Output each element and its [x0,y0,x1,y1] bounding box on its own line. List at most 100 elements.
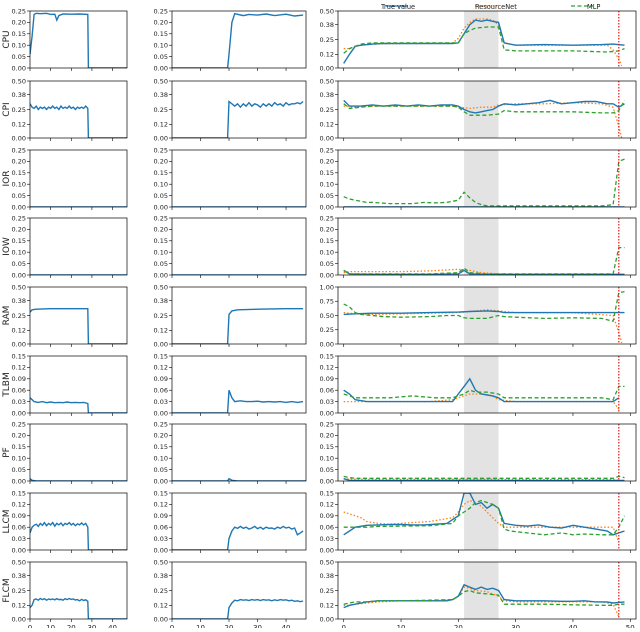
series-true-value [172,389,304,413]
axes-frame [29,149,128,208]
y-axis-label: LLCM [2,509,12,533]
subplot-cpu-1: 0.00 0.05 0.10 0.15 0.20 0.25 [12,7,128,72]
series-true-value [343,478,625,481]
subplot-llcm-2: 0.00 0.03 0.06 0.09 0.12 0.15 [154,489,307,554]
y-tick-label: 0.25 [320,36,334,44]
axes-frame [171,355,307,414]
axes-frame [171,217,307,276]
y-axis-label: IOR [2,171,12,187]
y-tick-label: 0.50 [320,7,334,15]
x-tick-label: 30 [87,624,96,628]
y-axis-label: PF [2,447,12,458]
series-true-value [30,521,127,550]
x-tick-label: 0 [341,624,345,628]
y-tick-label: 0.05 [320,192,334,200]
y-tick-label: 0.12 [320,602,334,610]
series-true-value [30,103,127,138]
y-tick-label: 0.20 [12,19,26,27]
y-tick-label: 0.20 [12,432,26,440]
y-tick-label: 0.00 [320,477,334,485]
y-tick-label: 0.06 [154,524,168,532]
y-tick-label: 0.10 [12,455,26,463]
y-axis-label: RAM [2,306,12,326]
series-true-value [30,597,127,619]
y-tick-label: 0.00 [12,271,26,279]
y-tick-label: 0.15 [320,489,334,497]
y-tick-label: 0.15 [320,352,334,360]
series-true-value [30,308,127,344]
y-tick-label: 0.25 [12,106,26,114]
series-resourcenet [343,309,623,344]
y-tick-label: 0.10 [320,455,334,463]
axes-frame [29,286,128,345]
y-tick-label: 0.00 [320,271,334,279]
axes-frame [337,217,637,276]
y-tick-label: 0.12 [154,364,168,372]
x-tick-label: 10 [196,624,205,628]
x-tick-label: 40 [108,624,117,628]
y-tick-label: 0.10 [12,181,26,189]
subplot-ram-1: 0.00 0.12 0.25 0.38 0.50 [12,283,128,348]
y-tick-label: 0.15 [154,169,168,177]
y-tick-label: 0.00 [154,134,168,142]
y-tick-label: 0.03 [154,398,168,406]
y-tick-label: 0.12 [320,121,334,129]
y-tick-label: 0.20 [154,19,168,27]
shaded-region [464,493,499,550]
y-tick-label: 0.38 [154,572,168,580]
y-tick-label: 0.25 [320,146,334,154]
y-tick-label: 0.25 [320,420,334,428]
y-tick-label: 0.15 [12,30,26,38]
axes-frame [171,423,307,482]
y-tick-label: 0.38 [12,91,26,99]
subplot-pf-1: 0.00 0.05 0.10 0.15 0.20 0.25 [12,420,128,485]
axes-frame [171,149,307,208]
x-tick-label: 20 [67,624,76,628]
subplot-ram-2: 0.00 0.12 0.25 0.38 0.50 [154,283,307,348]
series-true-value [343,493,625,536]
y-tick-label: 0.12 [154,501,168,509]
subplot-cpi-3: 0.00 0.12 0.25 0.38 0.50 [320,77,637,142]
axes-frame [337,492,637,551]
y-tick-label: 0.00 [12,477,26,485]
series-true-value [172,100,304,138]
y-tick-label: 0.50 [154,558,168,566]
series-true-value [343,99,625,114]
y-tick-label: 0.05 [154,466,168,474]
subplot-tlbm-1: 0.00 0.03 0.06 0.09 0.12 0.15 [12,352,128,417]
axes-frame [337,561,637,620]
y-tick-label: 0.05 [12,466,26,474]
y-tick-label: 0.15 [320,443,334,451]
legend-label: MLP [587,3,600,11]
y-tick-label: 0.25 [320,326,334,334]
y-tick-label: 0.25 [320,214,334,222]
y-tick-label: 0.50 [12,77,26,85]
y-tick-label: 0.38 [154,297,168,305]
series-true-value [172,525,304,550]
y-tick-label: 0.10 [154,249,168,257]
y-tick-label: 0.12 [320,501,334,509]
y-tick-label: 0.50 [320,77,334,85]
y-tick-label: 0.50 [154,77,168,85]
y-tick-label: 0.09 [320,512,334,520]
y-tick-label: 0.25 [12,214,26,222]
y-tick-label: 0.00 [12,134,26,142]
y-tick-label: 0.38 [154,91,168,99]
y-tick-label: 0.05 [154,53,168,61]
y-tick-label: 0.03 [320,398,334,406]
axes-frame [29,10,128,69]
y-tick-label: 0.25 [12,420,26,428]
y-tick-label: 0.10 [320,249,334,257]
y-tick-label: 0.00 [154,477,168,485]
axes-frame [29,80,128,139]
series-true-value [343,310,625,316]
series-resourcenet [343,478,619,481]
axes-frame [29,492,128,551]
y-tick-label: 0.00 [320,615,334,623]
y-tick-label: 0.20 [12,226,26,234]
legend-label: True value [380,3,415,11]
y-tick-label: 0.00 [154,546,168,554]
x-tick-label: 50 [626,624,635,628]
y-tick-label: 0.25 [154,106,168,114]
